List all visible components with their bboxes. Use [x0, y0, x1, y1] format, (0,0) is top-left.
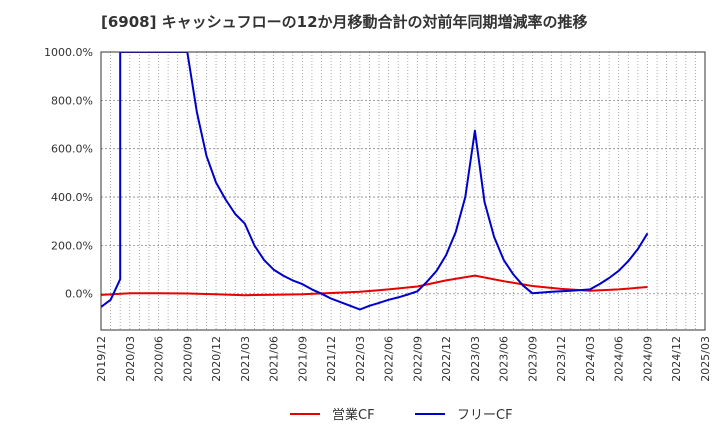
x-tick-label: 2021/06	[268, 336, 281, 382]
x-tick-label: 2023/06	[498, 336, 511, 382]
x-tick-label: 2023/09	[526, 336, 539, 382]
x-tick-label: 2022/03	[354, 336, 367, 382]
x-tick-label: 2022/09	[411, 336, 424, 382]
legend: 営業CF フリーCF	[290, 407, 513, 423]
y-tick-label: 400.0%	[51, 191, 93, 204]
x-tick-label: 2022/06	[383, 336, 396, 382]
y-tick-label: 1000.0%	[44, 46, 93, 59]
legend-label: 営業CF	[332, 407, 375, 423]
y-tick-label: 200.0%	[51, 239, 93, 252]
x-tick-label: 2019/12	[95, 336, 108, 382]
x-tick-label: 2021/03	[239, 336, 252, 382]
series-group	[101, 52, 649, 311]
y-tick-label: 600.0%	[51, 143, 93, 156]
series-line-free-cf	[101, 52, 649, 311]
x-tick-label: 2021/09	[296, 336, 309, 382]
x-tick-label: 2024/12	[670, 336, 683, 382]
chart-title: [6908] キャッシュフローの12か月移動合計の対前年同期増減率の推移	[101, 13, 588, 31]
y-tick-label: 800.0%	[51, 94, 93, 107]
x-tick-label: 2023/12	[555, 336, 568, 382]
x-tick-label: 2024/09	[641, 336, 654, 382]
y-axis: 1000.0% 800.0% 600.0% 400.0% 200.0% 0.0%	[44, 46, 93, 301]
grid	[100, 51, 706, 330]
x-tick-label: 2022/12	[440, 336, 453, 382]
x-tick-label: 2020/09	[181, 336, 194, 382]
x-tick-label: 2020/12	[210, 336, 223, 382]
x-tick-label: 2020/03	[124, 336, 137, 382]
legend-label: フリーCF	[457, 408, 513, 423]
x-tick-label: 2024/06	[613, 336, 626, 382]
x-tick-label: 2024/03	[584, 336, 597, 382]
x-tick-label: 2020/06	[153, 336, 166, 382]
x-tick-label: 2025/03	[699, 336, 712, 382]
y-tick-label: 0.0%	[65, 288, 93, 301]
x-tick-label: 2023/03	[469, 336, 482, 382]
x-tick-label: 2021/12	[325, 336, 338, 382]
series-line-operating-cf	[101, 274, 648, 297]
x-axis: 2019/12 2020/03 2020/06 2020/09 2020/12 2021/…	[95, 336, 712, 382]
plot-frame	[100, 51, 706, 331]
